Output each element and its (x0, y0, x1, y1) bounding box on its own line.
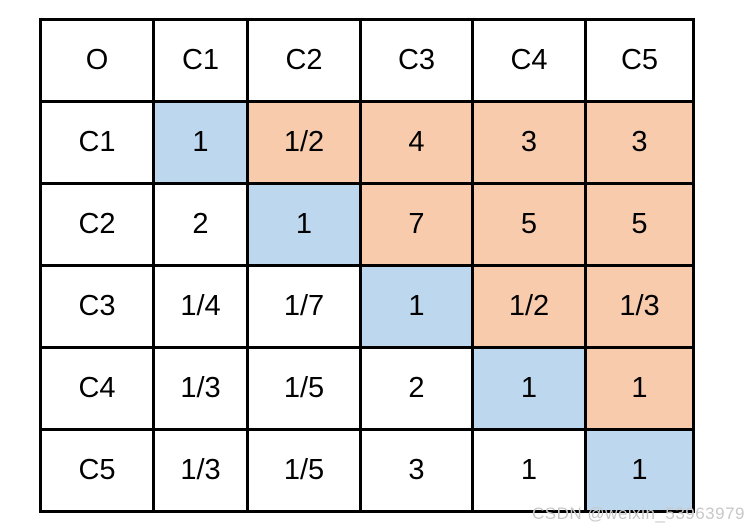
row-header-c2: C2 (39, 182, 155, 267)
matrix-cell: 1 (359, 264, 474, 349)
matrix-cell: 1 (246, 182, 362, 267)
matrix-cell: 1/5 (246, 346, 362, 431)
matrix-cell: 3 (359, 428, 474, 513)
pairwise-comparison-table: O C1 C2 C3 C4 C5 C1 1 1/2 4 3 3 C2 2 1 7… (39, 18, 695, 513)
matrix-cell: 1 (471, 346, 587, 431)
column-header-c5: C5 (584, 18, 695, 103)
matrix-cell: 1/3 (152, 346, 249, 431)
matrix-cell: 1 (152, 100, 249, 185)
matrix-cell: 7 (359, 182, 474, 267)
column-header-c2: C2 (246, 18, 362, 103)
row-header-c4: C4 (39, 346, 155, 431)
matrix-cell: 3 (584, 100, 695, 185)
matrix-cell: 2 (152, 182, 249, 267)
row-header-c3: C3 (39, 264, 155, 349)
matrix-cell: 3 (471, 100, 587, 185)
column-header-c1: C1 (152, 18, 249, 103)
matrix-cell: 1/2 (471, 264, 587, 349)
column-header-c4: C4 (471, 18, 587, 103)
matrix-cell: 1/3 (584, 264, 695, 349)
header-row: O C1 C2 C3 C4 C5 (39, 18, 695, 103)
table-row-c3: C3 1/4 1/7 1 1/2 1/3 (39, 264, 695, 349)
matrix-cell: 5 (584, 182, 695, 267)
matrix-cell: 2 (359, 346, 474, 431)
matrix-cell: 1 (584, 428, 695, 513)
row-header-c5: C5 (39, 428, 155, 513)
matrix-cell: 4 (359, 100, 474, 185)
table-row-c2: C2 2 1 7 5 5 (39, 182, 695, 267)
matrix-cell: 1/4 (152, 264, 249, 349)
csdn-watermark: CSDN @weixin_53963979 (532, 504, 745, 523)
matrix-cell: 1/5 (246, 428, 362, 513)
table-row-c1: C1 1 1/2 4 3 3 (39, 100, 695, 185)
row-header-c1: C1 (39, 100, 155, 185)
matrix-cell: 1 (584, 346, 695, 431)
matrix-cell: 5 (471, 182, 587, 267)
corner-label: O (39, 18, 155, 103)
table-row-c4: C4 1/3 1/5 2 1 1 (39, 346, 695, 431)
table-row-c5: C5 1/3 1/5 3 1 1 (39, 428, 695, 513)
matrix-cell: 1/3 (152, 428, 249, 513)
matrix-cell: 1 (471, 428, 587, 513)
matrix-cell: 1/2 (246, 100, 362, 185)
column-header-c3: C3 (359, 18, 474, 103)
matrix-cell: 1/7 (246, 264, 362, 349)
